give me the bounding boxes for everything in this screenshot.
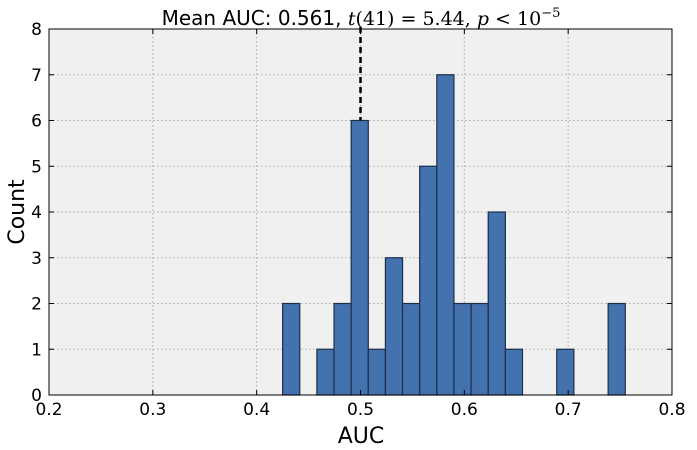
chart-title: Mean AUC: 0.561, t(41) = 5.44, p < 10−5 [162, 6, 561, 30]
title-p-threshold: < 10 [489, 8, 541, 30]
histogram-bar [384, 257, 404, 396]
histogram-bars [282, 74, 626, 396]
histogram-bar [470, 302, 489, 396]
histogram-bar [453, 302, 472, 396]
title-prefix: Mean AUC: 0.561, [162, 6, 348, 30]
title-df-stat: (41) = 5.44, [355, 8, 476, 30]
histogram-bar [556, 348, 575, 396]
x-tick-label: 0.6 [451, 400, 478, 420]
x-tick-label: 0.7 [555, 400, 582, 420]
histogram-bar [316, 348, 335, 396]
y-tick-label: 7 [31, 66, 42, 86]
y-tick-label: 4 [31, 203, 42, 223]
x-tick-label: 0.4 [243, 400, 270, 420]
y-axis-label: Count [5, 179, 30, 245]
x-tick-label: 0.5 [347, 400, 374, 420]
x-axis-label: AUC [338, 424, 385, 449]
title-p-symbol: p [477, 8, 489, 30]
histogram-bar [487, 211, 506, 396]
y-tick-label: 1 [31, 340, 42, 360]
histogram-bar [419, 165, 438, 396]
title-t-symbol: t [348, 8, 356, 30]
y-tick-label: 3 [31, 249, 42, 269]
y-tick-label: 5 [31, 157, 42, 177]
title-exponent: −5 [541, 6, 560, 21]
x-tick-label: 0.8 [658, 400, 685, 420]
histogram-bar [401, 302, 421, 396]
histogram-bar [436, 74, 455, 396]
histogram-bar [350, 119, 369, 396]
histogram-bar [367, 348, 387, 396]
y-tick-labels: 0 1 2 3 4 5 6 7 8 [31, 20, 672, 406]
x-tick-label: 0.2 [35, 400, 62, 420]
histogram-bar [333, 302, 352, 396]
y-tick-label: 6 [31, 112, 42, 132]
histogram-bar [607, 302, 626, 396]
x-tick-label: 0.3 [139, 400, 166, 420]
histogram-bar [504, 348, 524, 396]
y-tick-label: 2 [31, 295, 42, 315]
y-tick-label: 0 [31, 386, 42, 406]
x-tick-labels: 0.2 0.3 0.4 0.5 0.6 0.7 0.8 [35, 29, 686, 420]
histogram-bar [282, 302, 301, 396]
y-tick-label: 8 [31, 20, 42, 40]
